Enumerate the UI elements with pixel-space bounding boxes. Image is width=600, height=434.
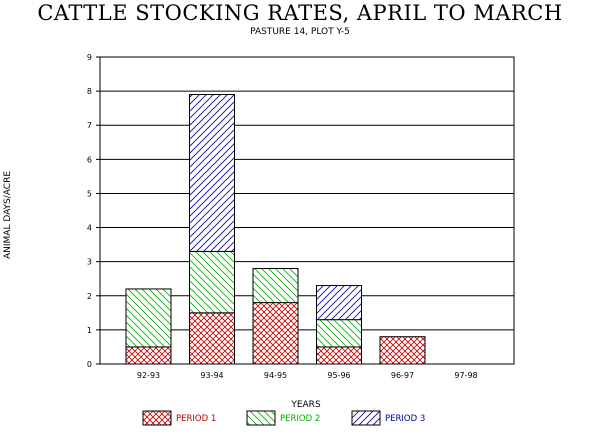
bar-94-95-period-2 <box>252 267 299 304</box>
legend-label-period-3: PERIOD 3 <box>385 414 425 424</box>
bar-95-96-period-1 <box>316 346 362 365</box>
y-axis-ticks: 0 1 2 3 4 5 6 7 8 9 <box>87 53 100 369</box>
bar-93-94-period-3 <box>189 94 235 252</box>
bar-96-97-period-1 <box>379 336 426 365</box>
legend-swatch-period-2 <box>246 410 276 426</box>
y-tick-label: 7 <box>87 121 92 130</box>
y-tick-label: 9 <box>87 53 92 62</box>
bar-93-94-period-1 <box>189 312 235 365</box>
chart-title: CATTLE STOCKING RATES, APRIL TO MARCH <box>37 1 562 25</box>
bar-92-93-period-2 <box>125 288 172 348</box>
x-axis-label: YEARS <box>290 400 321 410</box>
plot-frame <box>99 56 515 365</box>
bar-92-93-period-1 <box>125 346 172 365</box>
legend-swatch-period-1 <box>142 410 172 426</box>
y-tick-label: 1 <box>87 326 92 335</box>
bars <box>125 94 426 365</box>
x-tick-label: 96-97 <box>391 371 414 380</box>
legend-swatch-period-3 <box>351 410 381 426</box>
y-tick-label: 3 <box>87 258 92 267</box>
bar-94-95-period-1 <box>252 302 299 365</box>
y-tick-label: 6 <box>87 155 92 164</box>
y-tick-label: 5 <box>87 189 92 198</box>
y-axis-label: ANIMAL DAYS/ACRE <box>3 171 13 259</box>
y-tick-label: 8 <box>87 87 92 96</box>
y-tick-label: 2 <box>87 292 92 301</box>
y-tick-label: 4 <box>87 224 92 233</box>
bar-95-96-period-2 <box>316 319 362 348</box>
x-tick-label: 94-95 <box>264 371 287 380</box>
x-axis-ticks: 92-93 93-94 94-95 95-96 96-97 97-98 <box>137 371 478 380</box>
x-tick-label: 95-96 <box>327 371 350 380</box>
y-tick-label: 0 <box>87 360 92 369</box>
x-tick-label: 92-93 <box>137 371 160 380</box>
x-tick-label: 93-94 <box>200 371 223 380</box>
legend-label-period-1: PERIOD 1 <box>176 414 216 424</box>
x-tick-label: 97-98 <box>454 371 477 380</box>
bar-95-96-period-3 <box>316 285 362 321</box>
legend: PERIOD 1 PERIOD 2 PERIOD 3 <box>142 410 425 426</box>
chart-subtitle: PASTURE 14, PLOT Y-5 <box>250 27 350 37</box>
legend-label-period-2: PERIOD 2 <box>280 414 320 424</box>
bar-93-94-period-2 <box>189 250 235 314</box>
